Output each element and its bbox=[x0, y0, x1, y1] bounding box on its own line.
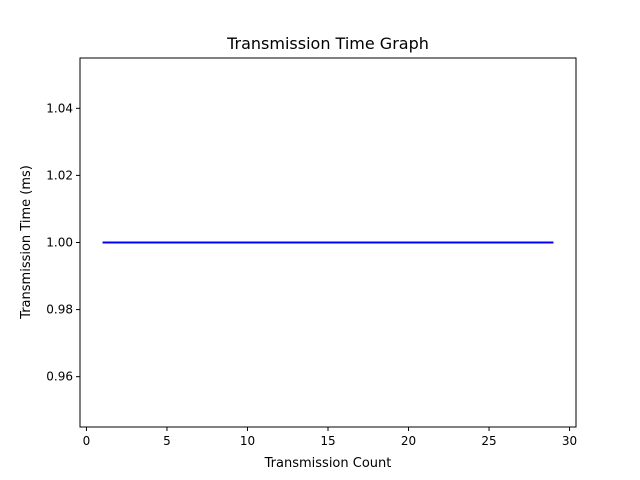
chart-title: Transmission Time Graph bbox=[226, 34, 429, 53]
x-axis: 0 5 10 15 20 25 30 bbox=[83, 427, 577, 448]
x-tick-label: 0 bbox=[83, 434, 91, 448]
y-axis: 0.96 0.98 1.00 1.02 1.04 bbox=[46, 101, 80, 384]
x-tick-label: 30 bbox=[562, 434, 577, 448]
x-tick-label: 10 bbox=[240, 434, 255, 448]
y-tick-label: 0.98 bbox=[46, 303, 73, 317]
x-tick-label: 25 bbox=[481, 434, 496, 448]
x-axis-label: Transmission Count bbox=[264, 456, 392, 471]
x-tick-label: 5 bbox=[163, 434, 171, 448]
y-tick-label: 0.96 bbox=[46, 370, 73, 384]
y-tick-label: 1.02 bbox=[46, 168, 73, 182]
y-tick-label: 1.00 bbox=[46, 236, 73, 250]
y-axis-label: Transmission Time (ms) bbox=[19, 165, 34, 320]
x-tick-label: 15 bbox=[320, 434, 335, 448]
y-tick-label: 1.04 bbox=[46, 101, 73, 115]
x-tick-label: 20 bbox=[401, 434, 416, 448]
